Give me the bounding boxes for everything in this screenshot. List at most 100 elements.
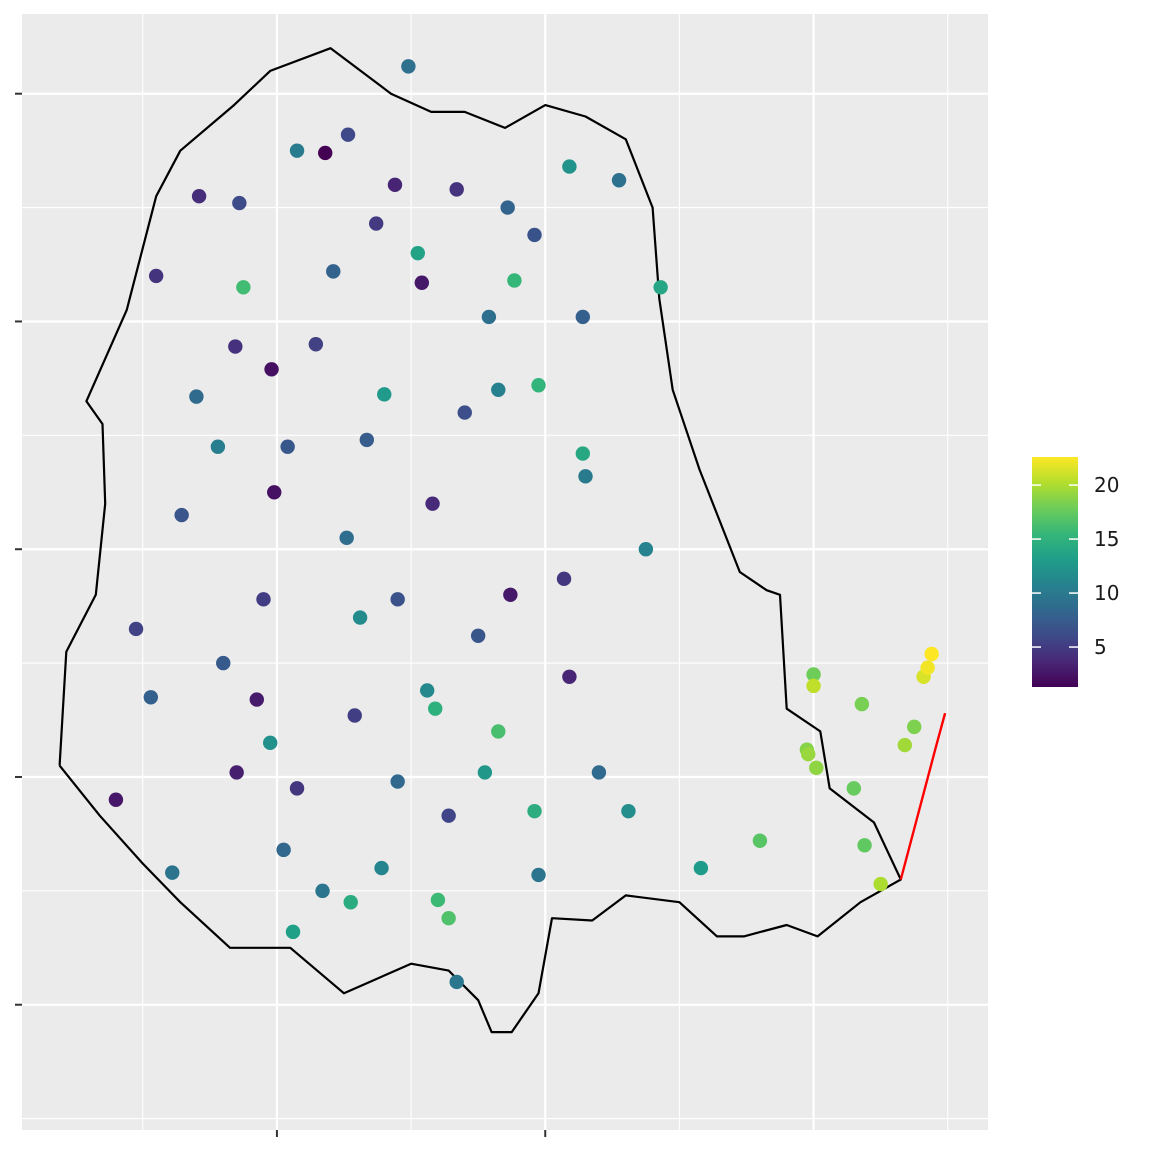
station-point bbox=[441, 910, 456, 926]
station-point bbox=[531, 378, 546, 393]
station-point bbox=[507, 273, 522, 288]
station-point bbox=[638, 542, 654, 557]
station-point bbox=[343, 895, 358, 910]
station-point bbox=[457, 405, 472, 420]
coastline-line bbox=[899, 712, 947, 880]
station-point bbox=[326, 264, 341, 279]
station-point bbox=[924, 646, 939, 662]
colorbar-label: 5 bbox=[1094, 635, 1107, 659]
panel-background bbox=[22, 14, 988, 1130]
colorbar-label: 10 bbox=[1094, 581, 1119, 605]
station-point bbox=[276, 842, 291, 858]
station-point bbox=[806, 667, 821, 682]
station-point bbox=[527, 803, 542, 819]
station-point bbox=[285, 924, 301, 940]
station-point bbox=[591, 765, 607, 780]
station-point bbox=[425, 496, 440, 511]
station-point bbox=[165, 865, 180, 880]
station-point bbox=[210, 439, 226, 454]
colorbar bbox=[1032, 457, 1078, 687]
station-point bbox=[308, 337, 324, 352]
station-point bbox=[611, 173, 627, 188]
station-point bbox=[228, 339, 243, 354]
station-point bbox=[693, 860, 709, 876]
station-point bbox=[352, 610, 368, 625]
station-point bbox=[575, 446, 591, 461]
station-point bbox=[315, 883, 330, 899]
station-point bbox=[503, 587, 518, 602]
station-point bbox=[752, 833, 768, 848]
station-point bbox=[390, 592, 405, 607]
station-point bbox=[920, 660, 935, 675]
station-point bbox=[216, 655, 231, 671]
station-point bbox=[653, 280, 668, 295]
station-point bbox=[491, 724, 506, 739]
station-point bbox=[449, 974, 464, 990]
station-point bbox=[621, 803, 636, 819]
station-point bbox=[289, 143, 305, 158]
station-point bbox=[347, 708, 362, 723]
station-point bbox=[410, 245, 425, 261]
station-point bbox=[249, 692, 264, 707]
station-point bbox=[556, 571, 572, 587]
station-point bbox=[907, 719, 922, 735]
station-point bbox=[232, 195, 247, 211]
station-point bbox=[500, 200, 515, 215]
station-point bbox=[873, 876, 888, 892]
station-point bbox=[267, 485, 282, 500]
station-point bbox=[264, 362, 279, 377]
station-point bbox=[428, 701, 443, 716]
station-point bbox=[801, 747, 816, 762]
station-point bbox=[441, 808, 456, 823]
station-point bbox=[562, 159, 577, 174]
colorbar-label: 15 bbox=[1094, 527, 1119, 551]
station-point bbox=[174, 507, 189, 523]
station-point bbox=[401, 59, 416, 74]
station-point bbox=[846, 781, 862, 796]
station-point bbox=[369, 216, 384, 231]
station-point bbox=[143, 690, 158, 705]
station-point bbox=[280, 439, 295, 454]
station-point bbox=[857, 838, 872, 853]
station-point bbox=[390, 774, 405, 789]
station-point bbox=[387, 177, 403, 193]
state-border bbox=[58, 47, 947, 1034]
station-point bbox=[470, 628, 486, 643]
station-point bbox=[128, 621, 144, 637]
station-point bbox=[809, 760, 824, 776]
station-point bbox=[318, 145, 333, 161]
station-point bbox=[477, 765, 493, 780]
station-point bbox=[414, 275, 430, 290]
station-point bbox=[256, 592, 271, 607]
state-border-line bbox=[58, 47, 902, 1034]
station-point bbox=[339, 530, 354, 546]
station-point bbox=[481, 309, 497, 325]
station-point bbox=[374, 860, 389, 876]
station-point bbox=[289, 781, 305, 796]
station-point bbox=[578, 469, 593, 484]
station-point bbox=[575, 309, 591, 325]
colorbar-label: 20 bbox=[1094, 473, 1119, 497]
station-point bbox=[419, 683, 435, 698]
station-point bbox=[854, 696, 870, 712]
station-point bbox=[897, 737, 913, 753]
station-point bbox=[340, 127, 356, 142]
station-point bbox=[236, 280, 251, 295]
station-point bbox=[531, 867, 546, 883]
station-point bbox=[430, 892, 446, 908]
station-point bbox=[377, 387, 392, 402]
station-point bbox=[263, 735, 278, 751]
station-point bbox=[359, 432, 375, 448]
colorbar-legend: 5 10 15 20 bbox=[1032, 457, 1119, 687]
station-point bbox=[108, 792, 124, 807]
station-point bbox=[806, 678, 821, 694]
station-point bbox=[527, 227, 542, 243]
station-point bbox=[229, 765, 244, 780]
axis-ticks bbox=[15, 92, 547, 1137]
station-points bbox=[108, 59, 939, 990]
station-point bbox=[449, 182, 464, 197]
station-point bbox=[491, 382, 506, 397]
station-point bbox=[189, 389, 204, 404]
